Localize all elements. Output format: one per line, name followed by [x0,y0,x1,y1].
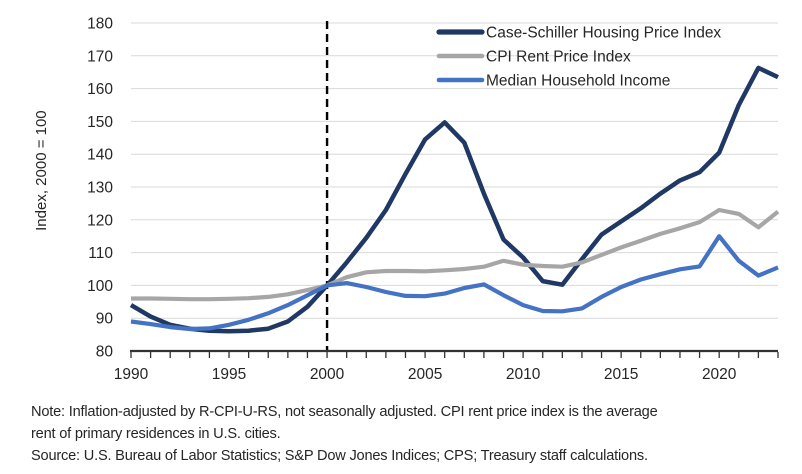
y-axis-title: Index, 2000 = 100 [33,110,50,231]
x-tick-label: 1995 [212,366,246,383]
series-line-cpi-rent-price-index [131,207,780,302]
y-tick-label: 110 [88,245,113,262]
legend-label: Case-Schiller Housing Price Index [486,25,721,42]
x-tick-label: 2015 [604,366,638,383]
y-tick-label: 170 [87,48,113,65]
y-tick-label: 160 [87,81,113,98]
y-tick-label: 180 [87,16,113,33]
note-line-2: rent of primary residences in U.S. citie… [31,425,281,442]
x-tick-label: 2010 [506,366,541,383]
line-chart: 1990 1995 2000 2005 2010 2015 2020 80 90 100 110 12… [33,16,780,383]
x-tick-label: 2005 [408,366,442,383]
chart-notes: Note: Inflation-adjusted by R-CPI-U-RS, … [31,402,791,467]
y-tick-label: 140 [87,147,113,164]
legend-label: CPI Rent Price Index [486,49,631,66]
y-tick-label: 100 [87,278,113,295]
x-tick-label: 1990 [114,366,149,383]
y-tick-label: 130 [87,180,113,197]
x-tick-label: 2020 [702,366,737,383]
legend-label: Median Household Income [486,73,670,90]
series-line-median-household-income [130,234,779,332]
y-tick-label: 80 [96,344,114,361]
y-tick-label: 150 [87,114,113,131]
series-line-case-schiller-housing-price-index [129,65,779,334]
source-line: Source: U.S. Bureau of Labor Statistics;… [31,447,648,464]
note-line-1: Note: Inflation-adjusted by R-CPI-U-RS, … [31,404,658,420]
x-tick-label: 2000 [310,366,345,383]
y-tick-label: 120 [87,212,113,229]
y-tick-label: 90 [96,311,114,328]
